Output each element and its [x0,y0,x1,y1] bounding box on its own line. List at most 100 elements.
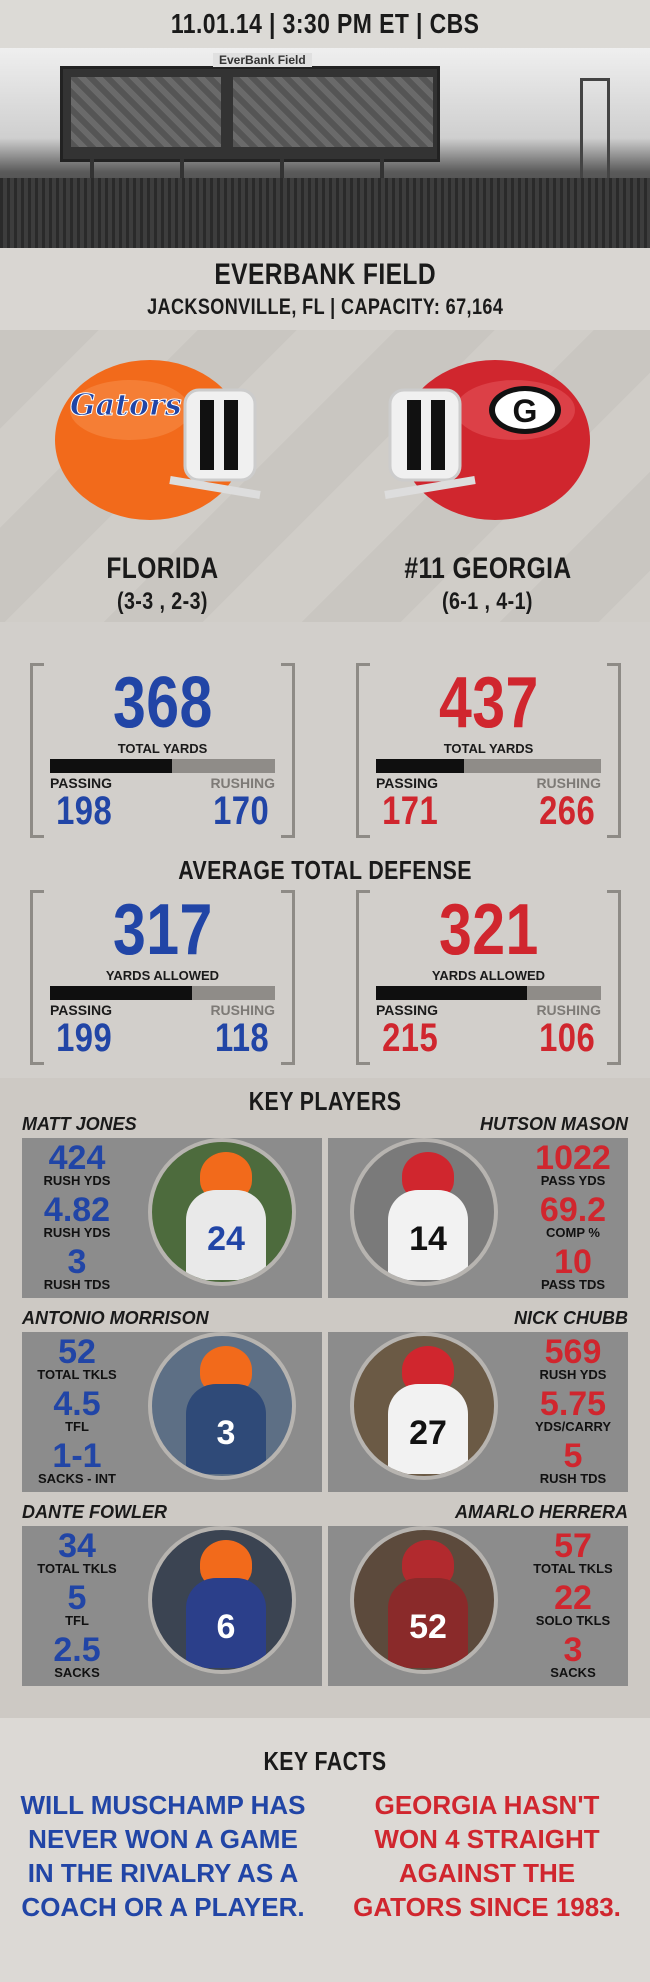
player-stat-value: 69.2 [539,1191,607,1229]
player-stat-value: 1022 [535,1139,611,1177]
georgia-rushing-yards: 266 [538,789,595,833]
florida-team-record: (3-3 , 2-3) [117,588,208,615]
stadium-photo: EverBank Field [0,48,650,248]
player-name: DANTE FOWLER [22,1502,167,1522]
player-stat-label: SACKS - INT [38,1471,116,1486]
florida-fact: WILL MUSCHAMP HAS NEVER WON A GAME IN TH… [20,1790,306,1922]
player-stat-label: RUSH TDS [539,1471,607,1486]
player-stat-value: 4.82 [43,1191,111,1229]
georgia-def-passing-label: PASSING [376,1002,438,1018]
scoreboard-image: EverBank Field [60,53,440,162]
venue-location: JACKSONVILLE, FL | CAPACITY: 67,164 [146,294,504,319]
georgia-logo-text: G [513,393,538,429]
player-stat-value: 10 [554,1243,592,1281]
georgia-total-yards: 437 [438,663,539,743]
jersey-number: 24 [207,1220,245,1258]
player-stat-label: SACKS [550,1665,596,1680]
key-players-section: KEY PLAYERS MATT JONES HUTSON MASON 424 R… [0,1078,650,1718]
jersey-number: 52 [409,1608,447,1646]
player-stat-label: TFL [65,1419,89,1434]
gators-logo-text: Gators [70,388,182,423]
georgia-offense-box: 437 TOTAL YARDS PASSING RUSHING 171 266 [356,663,621,838]
player-photo: 6 [148,1526,296,1674]
teams-section: Gators G FLORIDA (3-3 , 2-3) #11 GEORGIA… [0,330,650,622]
florida-yards-allowed: 317 [112,890,213,970]
florida-offense-bar [50,759,275,773]
player-stat-value: 5 [67,1579,87,1617]
florida-def-passing: 199 [56,1016,113,1060]
florida-yards-allowed-label: YARDS ALLOWED [105,968,220,983]
florida-rushing-label: RUSHING [210,775,275,791]
player-name: MATT JONES [22,1114,137,1134]
player-stat-value: 2.5 [53,1631,101,1669]
key-facts-section: KEY FACTS WILL MUSCHAMP HAS NEVER WON A … [0,1718,650,1982]
georgia-rushing-label: RUSHING [536,775,601,791]
player-stat-value: 34 [58,1527,96,1565]
stands-image [0,178,650,248]
venue-section: EVERBANK FIELD JACKSONVILLE, FL | CAPACI… [0,248,650,330]
georgia-fact: GEORGIA HASN'T WON 4 STRAIGHT AGAINST TH… [353,1790,621,1922]
player-stat-value: 4.5 [53,1385,101,1423]
player-photo: 3 [148,1332,296,1480]
player-stat-label: TOTAL TKLS [533,1561,613,1576]
player-stat-label: COMP % [546,1225,600,1240]
florida-defense-bar [50,986,275,1000]
stadium-sign-text: EverBank Field [213,53,312,67]
player-stat-label: YDS/CARRY [534,1419,612,1434]
player-stat-label: RUSH YDS [539,1367,607,1382]
player-name: NICK CHUBB [514,1308,628,1328]
florida-total-yards: 368 [112,663,213,743]
florida-def-rushing: 118 [214,1016,270,1060]
player-photo: 14 [350,1138,498,1286]
player-stat-value: 57 [554,1527,592,1565]
player-stat-value: 5 [563,1437,583,1475]
georgia-def-passing: 215 [382,1016,439,1060]
florida-defense-box: 317 YARDS ALLOWED PASSING RUSHING 199 11… [30,890,295,1065]
player-stat-label: SOLO TKLS [535,1613,611,1628]
florida-passing-yards: 198 [56,789,113,833]
key-facts-title: KEY FACTS [263,1746,387,1776]
game-info-bar: 11.01.14 | 3:30 PM ET | CBS [0,0,650,48]
georgia-defense-bar [376,986,601,1000]
georgia-defense-box: 321 YARDS ALLOWED PASSING RUSHING 215 10… [356,890,621,1065]
jersey-number: 27 [409,1414,447,1452]
player-stat-label: TOTAL TKLS [37,1367,117,1382]
player-stat-value: 1-1 [52,1437,102,1475]
player-name: HUTSON MASON [480,1114,628,1134]
player-name: AMARLO HERRERA [455,1502,628,1522]
player-stat-label: RUSH YDS [43,1173,111,1188]
florida-offense-box: 368 TOTAL YARDS PASSING RUSHING 198 170 [30,663,295,838]
georgia-def-rushing-label: RUSHING [536,1002,601,1018]
player-stat-value: 424 [48,1139,106,1177]
georgia-passing-label: PASSING [376,775,438,791]
player-stat-value: 52 [58,1333,96,1371]
georgia-total-yards-label: TOTAL YARDS [443,741,534,756]
georgia-team-record: (6-1 , 4-1) [442,588,533,615]
game-info-text: 11.01.14 | 3:30 PM ET | CBS [170,8,480,39]
key-players-title: KEY PLAYERS [248,1086,402,1116]
florida-def-passing-label: PASSING [50,1002,112,1018]
player-stat-label: RUSH YDS [43,1225,111,1240]
georgia-passing-yards: 171 [382,789,439,833]
florida-def-rushing-label: RUSHING [210,1002,275,1018]
florida-rushing-yards: 170 [212,789,269,833]
player-stat-value: 22 [554,1579,592,1617]
player-stat-label: TOTAL TKLS [37,1561,117,1576]
player-stat-value: 3 [67,1243,87,1281]
florida-passing-label: PASSING [50,775,112,791]
georgia-yards-allowed-label: YARDS ALLOWED [431,968,546,983]
player-stat-label: RUSH TDS [43,1277,111,1292]
jersey-number: 6 [216,1608,236,1646]
jersey-number: 14 [409,1220,447,1258]
player-stat-label: TFL [65,1613,89,1628]
player-stat-value: 569 [544,1333,602,1371]
georgia-def-rushing: 106 [538,1016,595,1060]
florida-team-name: FLORIDA [106,552,219,585]
player-stat-label: SACKS [54,1665,100,1680]
player-photo: 24 [148,1138,296,1286]
defense-section-title: AVERAGE TOTAL DEFENSE [178,855,472,885]
georgia-offense-bar [376,759,601,773]
light-tower-image [580,78,610,198]
jersey-number: 3 [216,1414,236,1452]
